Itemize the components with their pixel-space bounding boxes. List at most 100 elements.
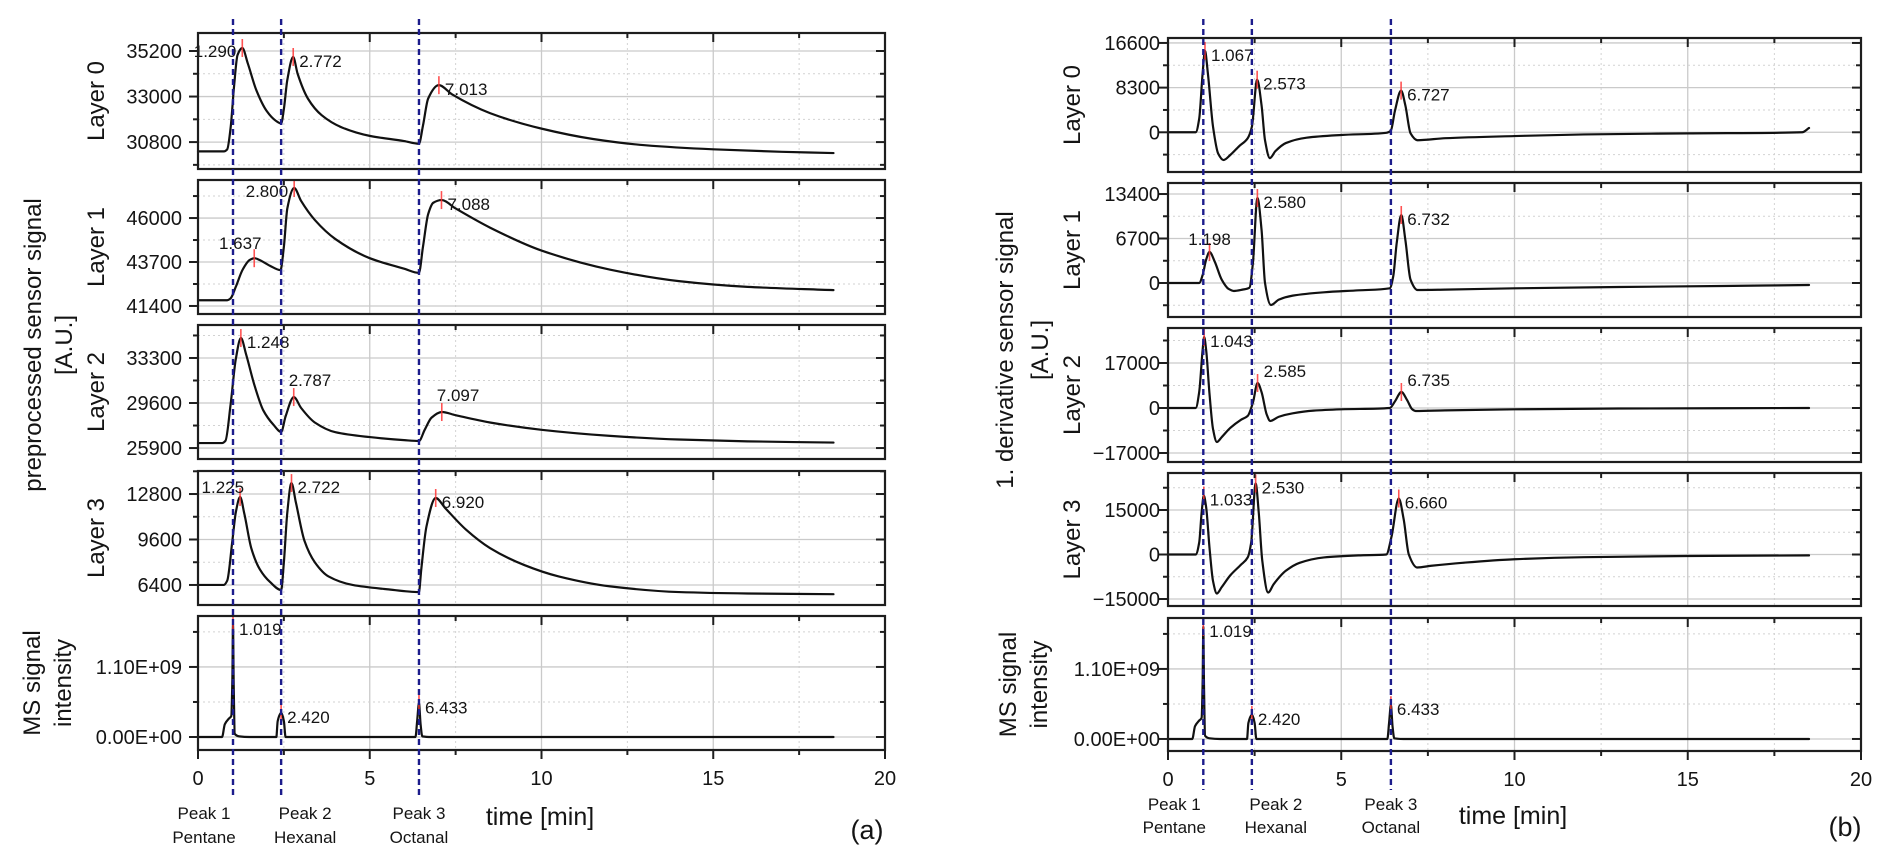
subplot-title: Layer 2 — [83, 352, 110, 432]
peak-compound: Octanal — [1362, 818, 1421, 837]
peak-compound: Hexanal — [1245, 818, 1307, 837]
peak-label: 7.013 — [445, 80, 488, 99]
peak-compound: Octanal — [390, 828, 449, 847]
peak-label: 1.198 — [1188, 230, 1231, 249]
peak-compound: Hexanal — [274, 828, 336, 847]
subplot-title: Layer 1 — [83, 207, 110, 287]
peak-label: 1.067 — [1211, 46, 1254, 65]
x-tick-label: 5 — [364, 768, 375, 790]
y-tick-label: 8300 — [1116, 78, 1161, 100]
subplot-ms-signal-intensity: 1.019 2.420 6.433 0.00E+00 1.10E+09 MS signal… — [995, 616, 1872, 791]
y-tick-label: 6700 — [1116, 229, 1161, 251]
y-tick-label: 1.10E+09 — [1074, 659, 1160, 681]
y-tick-label: 41400 — [126, 296, 182, 318]
subplot-layer-3: 1.033 2.530 6.660 −15000 0 15000 Layer 3 — [1059, 471, 1863, 611]
y-tick-label: −15000 — [1093, 589, 1160, 611]
panel-letter: (b) — [1829, 812, 1862, 842]
peak-label: 2.800 — [246, 182, 289, 201]
peak-label: 6.732 — [1407, 210, 1450, 229]
peak-compound: Pentane — [172, 828, 235, 847]
x-tick-label: 20 — [1850, 769, 1872, 791]
y-tick-label: 9600 — [138, 529, 183, 551]
x-axis-title: time [min] — [1459, 802, 1567, 830]
series-line — [1166, 335, 1811, 444]
series-line — [1166, 49, 1811, 162]
peak-label: 6.735 — [1407, 371, 1450, 390]
peak-label: 1.290 — [194, 42, 237, 61]
peak-label: 2.772 — [299, 52, 342, 71]
series-line — [196, 336, 835, 445]
subplot-ms-signal-intensity: 1.019 2.420 6.433 0.00E+00 1.10E+09 MS signal… — [19, 614, 896, 790]
peak-label: 6.727 — [1407, 86, 1450, 105]
series-line — [1166, 625, 1811, 741]
peak-name: Peak 2 — [279, 804, 332, 823]
y-tick-label: 0.00E+00 — [1074, 729, 1160, 751]
series-line — [1166, 196, 1811, 307]
subplot-title: intensity — [1026, 640, 1053, 728]
y-tick-label: 0.00E+00 — [96, 727, 182, 749]
peak-label: 6.433 — [425, 698, 468, 717]
subplot-layer-2: 1.043 2.585 6.735 −17000 0 17000 Layer 2 — [1059, 326, 1863, 465]
y-tick-label: 0 — [1149, 544, 1160, 566]
reference-line-group: Peak 3 Octanal — [390, 19, 449, 847]
subplot-title: Layer 2 — [1059, 355, 1086, 435]
peak-label: 7.097 — [437, 386, 480, 405]
peak-name: Peak 1 — [1148, 795, 1201, 814]
chart-b: 1. derivative sensor signal [A.U.] time … — [992, 19, 1872, 842]
peak-label: 1.248 — [247, 333, 290, 352]
y-tick-label: 25900 — [126, 438, 182, 460]
y-axis-title-line1: 1. derivative sensor signal — [992, 211, 1019, 488]
reference-line-group: Peak 2 Hexanal — [1245, 19, 1307, 837]
y-tick-label: 0 — [1149, 273, 1160, 295]
peak-label: 2.530 — [1262, 479, 1305, 498]
subplot-title: Layer 1 — [1059, 210, 1086, 290]
x-tick-label: 20 — [874, 768, 896, 790]
subplot-layer-0: 1.290 2.772 7.013 30800 33000 35200 Layer 0 — [83, 31, 887, 171]
series-line — [196, 623, 835, 739]
subplot-layer-0: 1.067 2.573 6.727 0 8300 16600 Layer 0 — [1059, 33, 1863, 174]
subplot-title: Layer 3 — [1059, 499, 1086, 579]
peak-label: 1.043 — [1210, 332, 1253, 351]
x-tick-label: 0 — [192, 768, 203, 790]
y-tick-label: 35200 — [126, 41, 182, 63]
y-axis-title-line1: preprocessed sensor signal — [20, 198, 47, 492]
x-tick-label: 10 — [1503, 769, 1525, 791]
y-tick-label: 33000 — [126, 87, 182, 109]
subplot-title: Layer 0 — [1059, 65, 1086, 145]
x-tick-label: 5 — [1336, 769, 1347, 791]
subplot-title: MS signal — [995, 632, 1022, 737]
y-tick-label: 43700 — [126, 252, 182, 274]
peak-label: 2.420 — [1258, 710, 1301, 729]
x-tick-label: 10 — [530, 768, 552, 790]
y-tick-label: 16600 — [1104, 33, 1160, 55]
series-line — [196, 46, 835, 155]
peak-compound: Pentane — [1143, 818, 1206, 837]
y-tick-label: 29600 — [126, 393, 182, 415]
peak-label: 1.637 — [219, 234, 262, 253]
reference-line-group: Peak 2 Hexanal — [274, 19, 336, 847]
y-tick-label: 12800 — [126, 484, 182, 506]
peak-label: 6.433 — [1397, 700, 1440, 719]
x-tick-label: 15 — [1677, 769, 1699, 791]
y-tick-label: 1.10E+09 — [96, 657, 182, 679]
subplot-layer-2: 1.248 2.787 7.097 25900 29600 33300 Layer 2 — [83, 323, 887, 461]
peak-label: 6.660 — [1405, 494, 1448, 513]
peak-label: 2.420 — [287, 708, 330, 727]
y-tick-label: 6400 — [138, 575, 183, 597]
series-line — [196, 481, 835, 596]
y-tick-label: 15000 — [1104, 500, 1160, 522]
y-tick-label: 30800 — [126, 132, 182, 154]
y-tick-label: −17000 — [1093, 443, 1160, 465]
subplot-title: Layer 3 — [83, 498, 110, 578]
reference-line-group: Peak 1 Pentane — [1143, 19, 1206, 837]
peak-label: 1.033 — [1210, 491, 1253, 510]
peak-label: 2.585 — [1264, 362, 1307, 381]
y-axis-title-line2: [A.U.] — [1027, 320, 1054, 380]
peak-label: 2.722 — [298, 478, 341, 497]
peak-name: Peak 3 — [393, 804, 446, 823]
y-tick-label: 0 — [1149, 122, 1160, 144]
peak-label: 6.920 — [442, 493, 485, 512]
peak-label: 1.019 — [1209, 622, 1252, 641]
